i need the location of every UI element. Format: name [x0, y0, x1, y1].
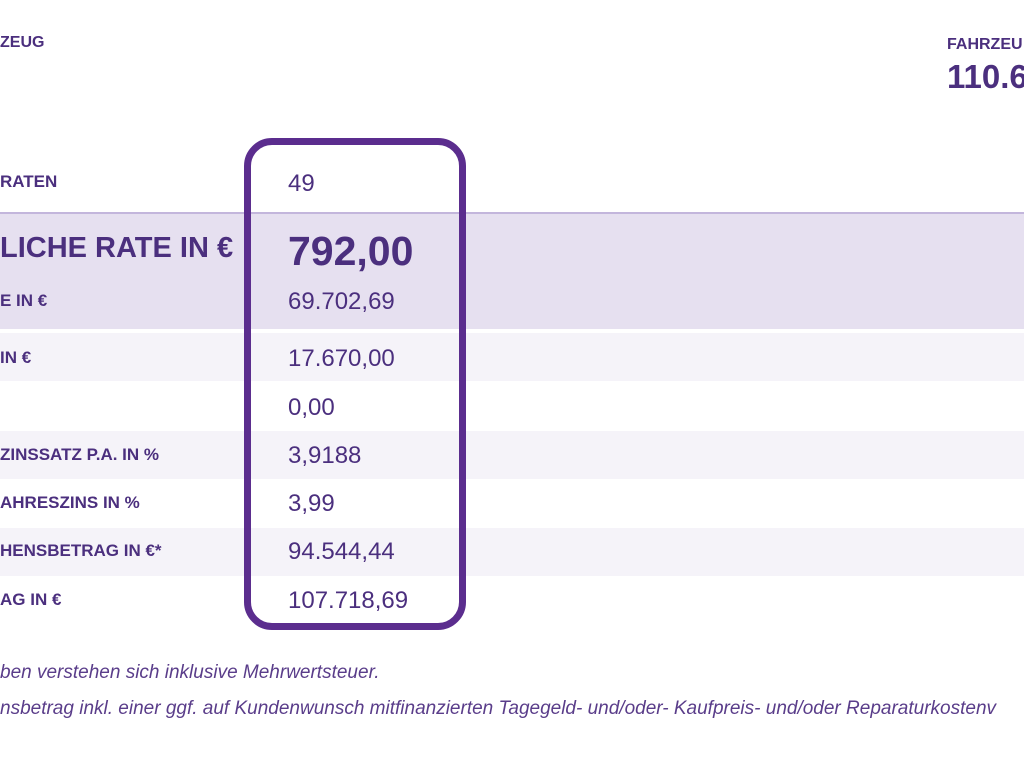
stripe-band [0, 431, 1024, 479]
highlight-band [0, 214, 1024, 329]
row-label-effective-interest: AHRESZINS IN % [0, 493, 140, 512]
row-value-total-amount: 107.718,69 [288, 587, 409, 614]
row-label-total-amount: AG IN € [0, 590, 62, 609]
highlight-frame [244, 138, 466, 630]
row-label-down-payment: IN € [0, 348, 32, 367]
row-value-monthly-rate: 792,00 [288, 228, 414, 274]
row-value-unlabeled: 0,00 [288, 394, 335, 421]
stripe-band [0, 333, 1024, 381]
row-label-monthly-rate: LICHE RATE IN € [0, 232, 234, 264]
vehicle-price-value: 110.6 [947, 58, 1024, 95]
stripe-band [0, 528, 1024, 576]
vehicle-header-left: ZEUG [0, 34, 45, 51]
row-value-down-payment: 17.670,00 [288, 345, 395, 372]
row-label-final-rate: E IN € [0, 291, 48, 310]
vehicle-price-label: FAHRZEU [947, 36, 1023, 53]
row-value-effective-interest: 3,99 [288, 490, 335, 517]
row-value-final-rate: 69.702,69 [288, 288, 395, 315]
row-value-interest-rate: 3,9188 [288, 442, 362, 469]
row-label-loan-amount: HENSBETRAG IN €* [0, 541, 162, 560]
divider-line [0, 212, 1024, 214]
row-label-installments: RATEN [0, 172, 58, 191]
footnote-loan: nsbetrag inkl. einer ggf. auf Kundenwuns… [0, 698, 997, 719]
footnote-vat: ben verstehen sich inklusive Mehrwertste… [0, 662, 380, 683]
row-value-loan-amount: 94.544,44 [288, 538, 395, 565]
row-label-interest-rate: ZINSSATZ P.A. IN % [0, 445, 160, 464]
row-value-installments: 49 [288, 170, 315, 197]
